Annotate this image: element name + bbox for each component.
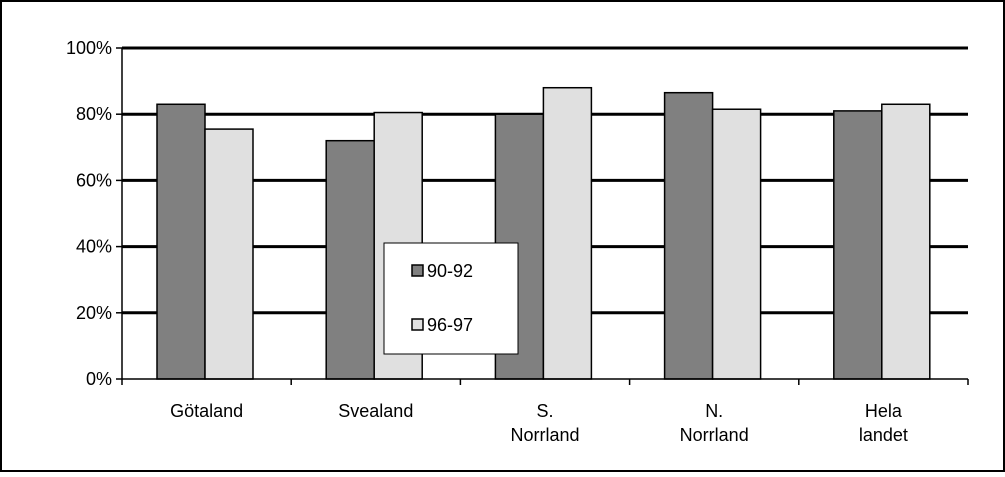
bar-96-97-3 <box>711 108 762 380</box>
y-tick-label: 20% <box>76 303 112 323</box>
bar-90-92-1 <box>325 139 375 380</box>
legend-label: 96-97 <box>427 315 473 335</box>
x-tick-label: Hela landet <box>859 401 908 445</box>
bar-96-97-0 <box>204 128 254 380</box>
y-tick-label: 40% <box>76 237 112 257</box>
x-tick-labels: Götaland Svealand S. Norrland N. Norrland Hela… <box>170 401 908 445</box>
legend: 90-92 96-97 <box>383 242 519 355</box>
x-tick-label: Götaland <box>170 401 243 421</box>
x-tick-label-line: S. <box>536 401 553 421</box>
x-tick-label-line: Svealand <box>338 401 413 421</box>
x-tick-label-line: Norrland <box>680 425 749 445</box>
x-tick-label-line: Hela <box>865 401 903 421</box>
legend-swatch-96-97 <box>411 318 424 331</box>
legend-swatch-90-92 <box>411 264 424 277</box>
legend-label: 90-92 <box>427 261 473 281</box>
bar-90-92-0 <box>156 103 206 380</box>
x-tick-label-line: Götaland <box>170 401 243 421</box>
bar-96-97-2 <box>542 86 593 380</box>
x-tick-label-line: Norrland <box>510 425 579 445</box>
x-tick-label-line: N. <box>705 401 723 421</box>
bar-90-92-3 <box>663 91 714 380</box>
y-tick-label: 0% <box>86 369 112 389</box>
bar-96-97-4 <box>881 103 931 380</box>
x-tick-label: N. Norrland <box>680 401 749 445</box>
x-tick-label: S. Norrland <box>510 401 579 445</box>
bar-90-92-4 <box>833 110 883 380</box>
y-tick-label: 100% <box>66 38 112 58</box>
x-tick-label-line: landet <box>859 425 908 445</box>
x-tick-label: Svealand <box>338 401 413 421</box>
y-tick-label: 60% <box>76 170 112 190</box>
y-tick-label: 80% <box>76 104 112 124</box>
axes <box>116 47 969 385</box>
legend-box <box>383 242 519 355</box>
y-tick-labels: 0% 20% 40% 60% 80% 100% <box>66 38 112 389</box>
